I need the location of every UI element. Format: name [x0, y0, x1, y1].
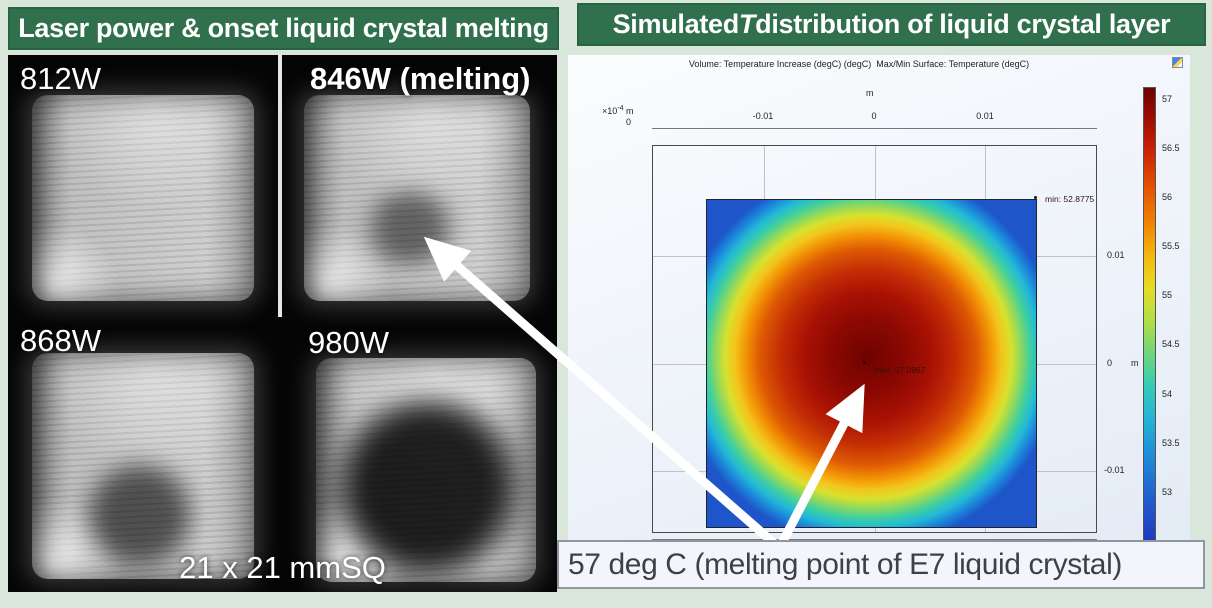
melting-point-callout: 57 deg C (melting point of E7 liquid cry…: [557, 540, 1205, 589]
label-812w: 812W: [20, 61, 101, 96]
plot-title: Volume: Temperature Increase (degC) (deg…: [688, 59, 1030, 69]
cb-tick-545: 54.5: [1162, 339, 1180, 349]
label-868w: 868W: [20, 323, 101, 358]
right-panel-header: Simulated T distribution of liquid cryst…: [577, 3, 1206, 46]
top-tick-neg001: -0.01: [752, 111, 774, 121]
temperature-heatmap: [706, 199, 1037, 528]
melt-spot-868w: [78, 459, 202, 571]
right-tick-0: 0: [1107, 358, 1113, 368]
top-tick-0: 0: [871, 111, 877, 121]
left-header-text: Laser power & onset liquid crystal melti…: [18, 13, 549, 43]
cb-tick-555: 55.5: [1162, 241, 1180, 251]
cb-tick-54: 54: [1162, 389, 1173, 399]
melting-point-text: 57 deg C (melting point of E7 liquid cry…: [568, 547, 1122, 581]
right-header-pre: Simulated: [612, 9, 740, 39]
right-axis-unit: m: [1131, 358, 1139, 368]
label-980w: 980W: [308, 325, 389, 360]
photo-grid-divider: [278, 55, 282, 317]
cb-tick-56: 56: [1162, 192, 1173, 202]
laser-power-photo-grid: 812W 846W (melting) 868W 980W 21 x 21 mm…: [8, 55, 557, 592]
temperature-colorbar: [1143, 87, 1156, 546]
left-axis-scale: ×10-4 m: [602, 105, 634, 116]
melt-spot-846w: [352, 190, 468, 266]
cb-tick-565: 56.5: [1162, 143, 1180, 153]
photo-812w: [32, 95, 254, 301]
cb-tick-57: 57: [1162, 94, 1173, 104]
top-tick-001: 0.01: [976, 111, 994, 121]
max-marker-dot: [863, 361, 866, 364]
simulation-panel: Volume: Temperature Increase (degC) (deg…: [568, 55, 1190, 560]
right-header-italic-T: T: [738, 9, 756, 39]
left-panel-header: Laser power & onset liquid crystal melti…: [8, 7, 559, 50]
max-label: max: 57.0967: [874, 365, 926, 375]
sample-size-caption: 21 x 21 mmSQ: [179, 550, 386, 585]
plot-tool-icon[interactable]: [1172, 57, 1183, 68]
right-tick-neg001: -0.01: [1104, 465, 1125, 475]
cb-tick-53: 53: [1162, 487, 1173, 497]
min-label: min: 52.8775: [1045, 194, 1095, 204]
top-ruler: [652, 128, 1097, 129]
label-846w-melting: 846W (melting): [310, 61, 531, 96]
right-header-post: distribution of liquid crystal layer: [755, 9, 1171, 39]
cb-tick-55: 55: [1162, 290, 1173, 300]
min-marker-dot: [1034, 196, 1037, 199]
cb-tick-535: 53.5: [1162, 438, 1180, 448]
top-axis-unit: m: [866, 88, 874, 98]
bottom-ruler: [652, 539, 1097, 540]
left-tick-0: 0: [626, 117, 632, 127]
right-tick-001: 0.01: [1107, 250, 1125, 260]
